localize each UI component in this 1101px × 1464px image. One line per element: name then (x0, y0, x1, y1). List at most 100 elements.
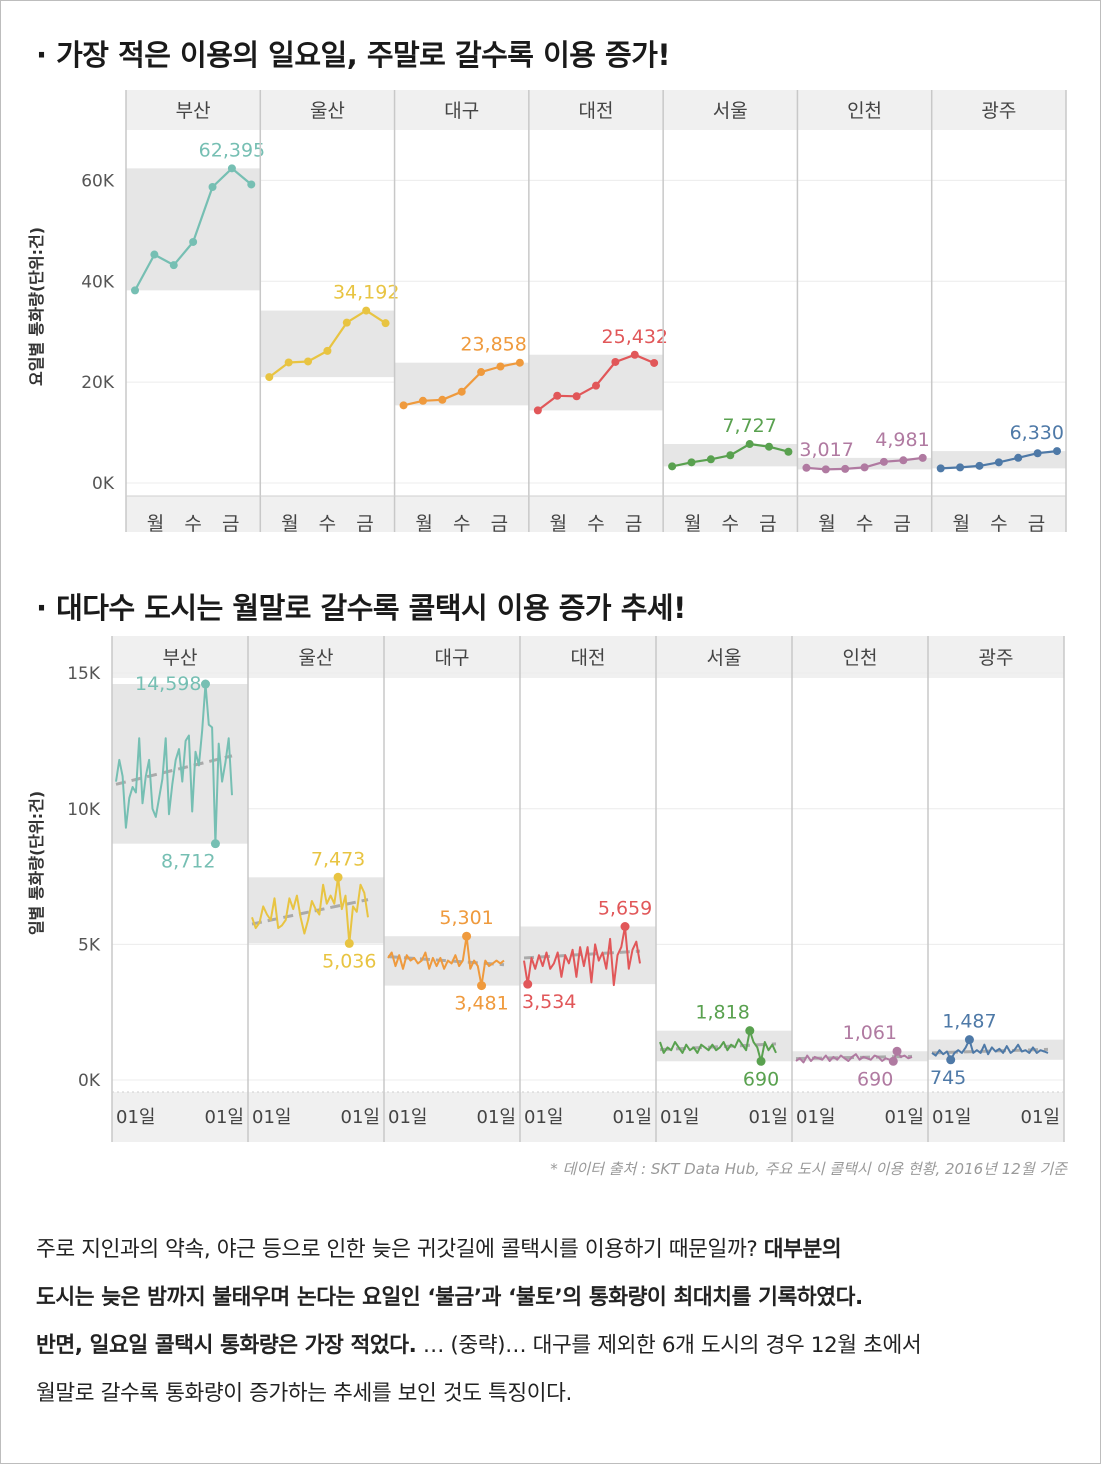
data-point (169, 261, 178, 270)
daily-calls-chart: 0K 5K 10K 15K 일별 통화량(단위:건) 부산 14,598 8,712 01일 01… (27, 636, 1065, 1142)
panel-header-label: 광주 (981, 100, 1016, 122)
data-point (975, 461, 984, 470)
description-line-1: 주로 지인과의 약속, 야근 등으로 인한 늦은 귀갓길에 콜택시를 이용하기 … (36, 1237, 842, 1262)
y-tick-label: 0K (92, 474, 115, 494)
data-point (323, 346, 332, 355)
x-tick-label: 수 (722, 513, 739, 535)
data-point (342, 318, 351, 327)
data-point (994, 458, 1003, 467)
data-point (457, 387, 466, 396)
panel-header-label: 부산 (176, 100, 211, 122)
x-tick-label: 01일 (660, 1107, 699, 1128)
x-axis-strip (126, 496, 1066, 532)
extreme-point (210, 839, 220, 849)
y-axis-title: 일별 통화량(단위:건) (27, 791, 46, 935)
x-tick-label: 월 (147, 513, 164, 535)
data-label: 1,061 (843, 1022, 897, 1044)
data-point (304, 357, 313, 366)
data-label: 62,395 (199, 139, 265, 161)
x-axis-strip (112, 1092, 1064, 1142)
panel-header-label: 대전 (571, 647, 606, 669)
data-point (438, 395, 447, 404)
x-tick-label: 금 (491, 513, 508, 535)
data-point (150, 250, 159, 259)
x-tick-label: 월 (953, 513, 970, 535)
data-source-note: * 데이터 출처 : SKT Data Hub, 주요 도시 콜택시 이용 현황… (550, 1160, 1067, 1178)
range-band (394, 362, 529, 406)
data-label: 5,036 (322, 950, 376, 972)
data-point (1053, 447, 1061, 456)
data-label: 3,534 (522, 991, 576, 1013)
data-point (418, 396, 427, 405)
x-tick-label: 수 (587, 513, 604, 535)
data-point (745, 440, 754, 449)
y-tick-label: 0K (78, 1071, 101, 1091)
panel-header-label: 부산 (163, 647, 198, 669)
data-label: 690 (857, 1068, 893, 1090)
x-tick-label: 금 (222, 513, 239, 535)
x-tick-label: 01일 (252, 1107, 291, 1128)
panel-header-label: 인천 (847, 100, 882, 122)
trend-line (795, 1054, 913, 1061)
panel-header-label: 광주 (979, 647, 1014, 669)
extreme-point (344, 938, 354, 948)
data-point (650, 358, 659, 367)
data-label: 5,301 (439, 907, 493, 929)
x-tick-label: 01일 (932, 1107, 971, 1128)
data-point (533, 406, 542, 415)
data-point (630, 350, 639, 359)
x-tick-label: 01일 (205, 1107, 244, 1128)
extreme-point (946, 1055, 956, 1065)
data-label: 4,981 (875, 429, 929, 451)
x-tick-label: 월 (684, 513, 701, 535)
extreme-point (892, 1046, 902, 1056)
data-point (841, 464, 850, 473)
data-point (208, 182, 217, 191)
data-label: 690 (743, 1068, 779, 1090)
x-tick-label: 월 (415, 513, 432, 535)
data-label: 14,598 (135, 673, 201, 695)
trend-line (523, 949, 641, 960)
series-line (523, 925, 641, 987)
data-point (879, 457, 888, 466)
data-label: 3,481 (454, 993, 508, 1015)
x-tick-label: 월 (818, 513, 835, 535)
data-label: 7,727 (722, 415, 776, 437)
panel-header-label: 울산 (299, 647, 334, 669)
data-label: 25,432 (602, 326, 668, 348)
description-text: 주로 지인과의 약속, 야근 등으로 인한 늦은 귀갓길에 콜택시를 이용하기 … (36, 1226, 1076, 1418)
data-point (706, 455, 715, 464)
x-tick-label: 금 (625, 513, 642, 535)
data-label: 5,659 (598, 897, 652, 919)
data-point (1033, 449, 1042, 458)
data-label: 745 (930, 1067, 966, 1089)
data-point (227, 164, 236, 173)
section2-title: · 대다수 도시는 월말로 갈수록 콜택시 이용 증가 추세! (36, 591, 686, 625)
y-tick-label: 10K (67, 800, 101, 820)
data-label: 1,818 (695, 1002, 749, 1024)
y-tick-label: 60K (81, 171, 115, 191)
data-point (592, 381, 600, 390)
extreme-point (745, 1026, 755, 1036)
series-line (659, 1029, 777, 1063)
data-label: 34,192 (333, 282, 399, 304)
data-point (936, 464, 945, 473)
x-tick-label: 01일 (885, 1107, 924, 1128)
panel-header-label: 울산 (310, 100, 345, 122)
x-tick-label: 월 (281, 513, 298, 535)
data-point (956, 463, 965, 472)
extreme-point (477, 981, 487, 991)
data-point (611, 357, 620, 366)
data-point (477, 368, 486, 377)
data-point (860, 463, 869, 472)
x-tick-label: 01일 (796, 1107, 835, 1128)
series-line (115, 683, 233, 845)
data-point (553, 391, 562, 400)
section1-title: · 가장 적은 이용의 일요일, 주말로 갈수록 이용 증가! (36, 38, 671, 72)
x-tick-label: 금 (1028, 513, 1045, 535)
x-tick-label: 수 (990, 513, 1007, 535)
panel-header-label: 서울 (707, 647, 742, 669)
data-point (821, 465, 830, 474)
panel-header-label: 대구 (444, 100, 479, 122)
data-point (765, 442, 774, 451)
